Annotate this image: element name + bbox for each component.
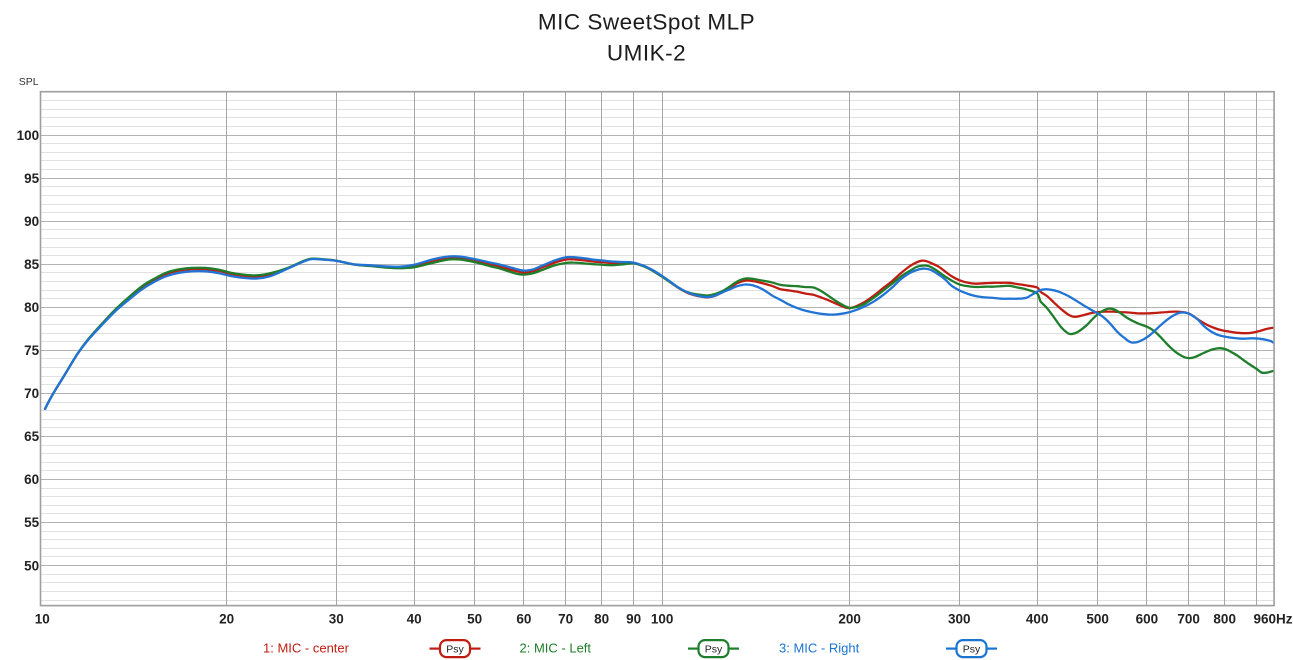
svg-text:Psy: Psy [705, 643, 723, 655]
svg-text:10: 10 [35, 612, 50, 627]
svg-text:700: 700 [1177, 612, 1200, 627]
svg-text:500: 500 [1086, 612, 1109, 627]
svg-text:UMIK-2: UMIK-2 [607, 41, 686, 66]
svg-text:SPL: SPL [19, 76, 39, 88]
svg-text:40: 40 [407, 612, 422, 627]
svg-text:50: 50 [467, 612, 482, 627]
svg-text:90: 90 [626, 612, 641, 627]
svg-text:3: MIC - Right: 3: MIC - Right [779, 641, 860, 656]
svg-text:90: 90 [24, 214, 39, 229]
svg-text:2: MIC - Left: 2: MIC - Left [520, 641, 592, 656]
svg-text:60: 60 [24, 472, 39, 487]
svg-text:1: MIC - center: 1: MIC - center [263, 641, 350, 656]
svg-text:200: 200 [838, 612, 861, 627]
svg-text:100: 100 [651, 612, 674, 627]
svg-text:960Hz: 960Hz [1253, 612, 1292, 627]
svg-text:20: 20 [219, 612, 234, 627]
svg-text:600: 600 [1136, 612, 1159, 627]
svg-text:50: 50 [24, 558, 39, 573]
svg-text:75: 75 [24, 343, 40, 358]
svg-text:65: 65 [24, 429, 40, 444]
svg-text:80: 80 [594, 612, 609, 627]
svg-text:70: 70 [24, 386, 39, 401]
svg-text:30: 30 [329, 612, 344, 627]
svg-text:60: 60 [516, 612, 531, 627]
svg-text:MIC SweetSpot MLP: MIC SweetSpot MLP [538, 10, 755, 35]
svg-text:800: 800 [1213, 612, 1236, 627]
svg-text:Psy: Psy [963, 643, 981, 655]
svg-text:55: 55 [24, 515, 40, 530]
svg-text:85: 85 [24, 257, 40, 272]
svg-text:95: 95 [24, 171, 40, 186]
svg-text:400: 400 [1026, 612, 1049, 627]
svg-text:Psy: Psy [446, 643, 464, 655]
svg-text:70: 70 [558, 612, 573, 627]
svg-text:300: 300 [948, 612, 971, 627]
svg-text:80: 80 [24, 300, 39, 315]
svg-text:100: 100 [17, 128, 40, 143]
